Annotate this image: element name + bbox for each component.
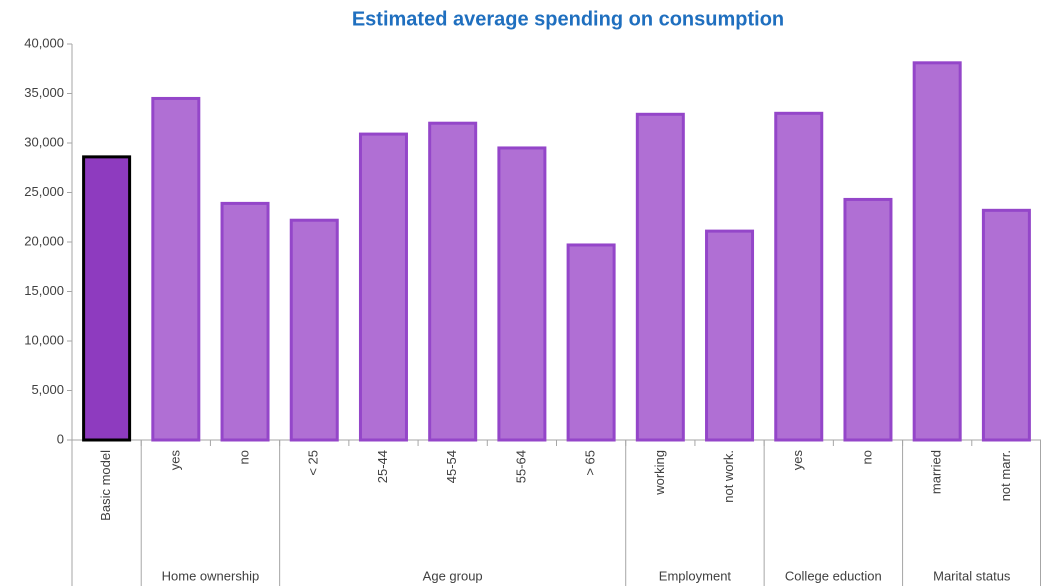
x-tick-label: 25-44 — [375, 450, 390, 483]
group-label: Home ownership — [162, 568, 260, 583]
bar — [843, 197, 893, 442]
y-tick-label: 25,000 — [24, 184, 64, 199]
y-tick-label: 35,000 — [24, 85, 64, 100]
x-tick-label: < 25 — [306, 450, 321, 476]
group-label: College eduction — [785, 568, 882, 583]
y-tick-label: 10,000 — [24, 332, 64, 347]
x-tick-label: not marr. — [998, 450, 1013, 501]
bar — [912, 61, 962, 442]
bar — [220, 201, 270, 442]
x-tick-label: Basic model — [98, 450, 113, 521]
bar — [705, 229, 755, 442]
y-tick-label: 30,000 — [24, 134, 64, 149]
bar — [497, 146, 547, 442]
bar — [635, 112, 685, 442]
bar — [981, 208, 1031, 442]
bar — [774, 111, 824, 442]
x-tick-label: 55-64 — [513, 450, 528, 483]
group-label: Age group — [423, 568, 483, 583]
x-tick-label: married — [929, 450, 944, 494]
group-label: Employment — [659, 568, 732, 583]
chart-title: Estimated average spending on consumptio… — [352, 8, 784, 30]
bar — [428, 121, 478, 442]
group-label: Marital status — [933, 568, 1011, 583]
x-tick-label: > 65 — [583, 450, 598, 476]
x-tick-label: no — [859, 450, 874, 464]
y-tick-label: 5,000 — [31, 382, 64, 397]
x-tick-label: yes — [167, 450, 182, 471]
y-tick-label: 20,000 — [24, 233, 64, 248]
bar — [82, 155, 132, 442]
bar — [566, 243, 616, 442]
y-tick-label: 40,000 — [24, 35, 64, 50]
bar — [289, 218, 339, 442]
bar — [151, 96, 201, 442]
x-tick-label: no — [236, 450, 251, 464]
y-tick-label: 15,000 — [24, 283, 64, 298]
x-tick-label: working — [652, 450, 667, 496]
bar — [358, 132, 408, 442]
x-tick-label: not work. — [721, 450, 736, 503]
x-tick-label: 45-54 — [444, 450, 459, 483]
y-tick-label: 0 — [57, 431, 64, 446]
x-tick-label: yes — [790, 450, 805, 471]
